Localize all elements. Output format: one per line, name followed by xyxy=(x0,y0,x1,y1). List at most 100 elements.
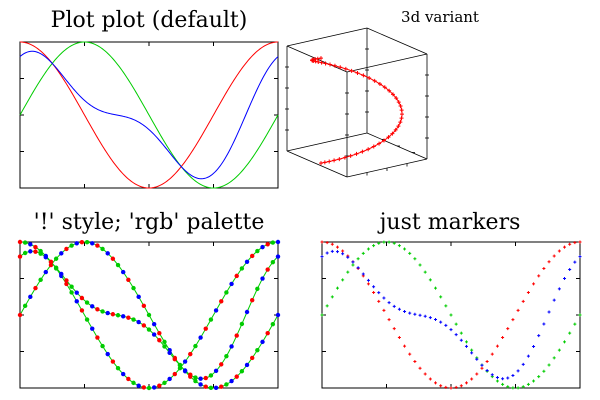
helix-point xyxy=(348,153,353,158)
data-point xyxy=(485,360,489,364)
data-point xyxy=(418,263,422,267)
data-point xyxy=(568,331,572,335)
data-point xyxy=(387,301,391,305)
data-point xyxy=(84,239,90,245)
box3d-edge xyxy=(346,53,428,73)
data-point xyxy=(428,377,432,381)
data-point xyxy=(377,241,381,245)
data-point xyxy=(537,375,541,379)
data-point xyxy=(270,240,276,245)
data-point xyxy=(320,240,324,244)
data-point xyxy=(79,308,85,313)
data-point xyxy=(28,249,33,254)
data-point xyxy=(229,281,234,287)
data-point xyxy=(573,241,577,245)
data-point xyxy=(22,240,28,245)
data-point xyxy=(506,327,510,331)
helix-point xyxy=(319,161,323,166)
helix-point xyxy=(354,151,359,156)
data-point xyxy=(74,290,79,295)
data-point xyxy=(43,255,48,260)
data-point xyxy=(382,308,386,312)
data-point xyxy=(188,351,193,357)
data-point xyxy=(136,383,141,388)
helix-point xyxy=(327,159,332,164)
helix-point xyxy=(386,135,391,140)
helix-point xyxy=(382,85,387,90)
data-point xyxy=(162,344,167,349)
data-point xyxy=(495,379,499,383)
data-point xyxy=(219,384,224,389)
data-point xyxy=(418,366,422,370)
data-point xyxy=(250,253,255,259)
data-point xyxy=(90,241,95,246)
data-point xyxy=(568,242,572,246)
data-point xyxy=(382,240,386,244)
data-point xyxy=(265,242,270,247)
data-point xyxy=(90,304,95,309)
helix-point xyxy=(398,120,403,125)
data-point xyxy=(403,309,407,313)
data-point xyxy=(157,330,162,336)
data-point xyxy=(537,334,541,338)
data-point xyxy=(208,317,214,322)
data-point xyxy=(557,348,561,352)
data-point xyxy=(330,295,334,299)
data-point xyxy=(265,330,270,336)
data-point xyxy=(219,299,224,304)
data-point xyxy=(470,377,474,381)
data-point xyxy=(377,291,381,295)
helix-point xyxy=(372,78,377,83)
data-point xyxy=(48,259,54,265)
data-point xyxy=(38,277,43,283)
data-point xyxy=(470,351,474,355)
data-point xyxy=(275,239,281,245)
data-point xyxy=(521,362,525,366)
box3d-edge xyxy=(286,150,348,178)
data-point xyxy=(392,327,396,331)
helix-point xyxy=(366,147,371,152)
data-point xyxy=(341,252,345,256)
helix-point xyxy=(399,108,404,113)
data-point xyxy=(366,282,370,286)
data-point xyxy=(372,290,376,294)
helix-point xyxy=(342,155,347,160)
data-point xyxy=(100,309,105,314)
data-point xyxy=(234,333,239,338)
data-point xyxy=(79,239,85,245)
data-point xyxy=(213,308,219,313)
data-point xyxy=(84,317,90,322)
data-point xyxy=(167,376,172,382)
data-point xyxy=(255,286,260,292)
helix-point xyxy=(377,141,382,146)
data-point xyxy=(74,241,79,246)
data-point xyxy=(537,274,541,278)
data-point xyxy=(366,278,370,282)
data-point xyxy=(244,362,250,368)
helix-point xyxy=(315,56,320,61)
data-point xyxy=(33,285,38,291)
data-point xyxy=(403,247,407,251)
data-point xyxy=(392,241,396,245)
data-point xyxy=(53,265,59,270)
data-point xyxy=(198,382,203,387)
data-point xyxy=(193,343,198,349)
data-point xyxy=(382,296,386,300)
data-point xyxy=(346,255,350,259)
data-point xyxy=(501,336,505,340)
data-point xyxy=(439,295,443,299)
data-point xyxy=(372,244,376,248)
helix-point xyxy=(343,66,348,71)
data-point xyxy=(69,284,74,289)
data-point xyxy=(526,354,530,358)
data-point xyxy=(511,318,515,322)
helix-point xyxy=(398,104,403,109)
data-point xyxy=(434,381,438,385)
data-point xyxy=(506,385,510,389)
data-point xyxy=(255,347,260,353)
data-point xyxy=(193,375,198,380)
data-point xyxy=(449,328,453,332)
data-point xyxy=(387,240,391,244)
data-point xyxy=(506,376,510,380)
data-point xyxy=(459,384,463,388)
